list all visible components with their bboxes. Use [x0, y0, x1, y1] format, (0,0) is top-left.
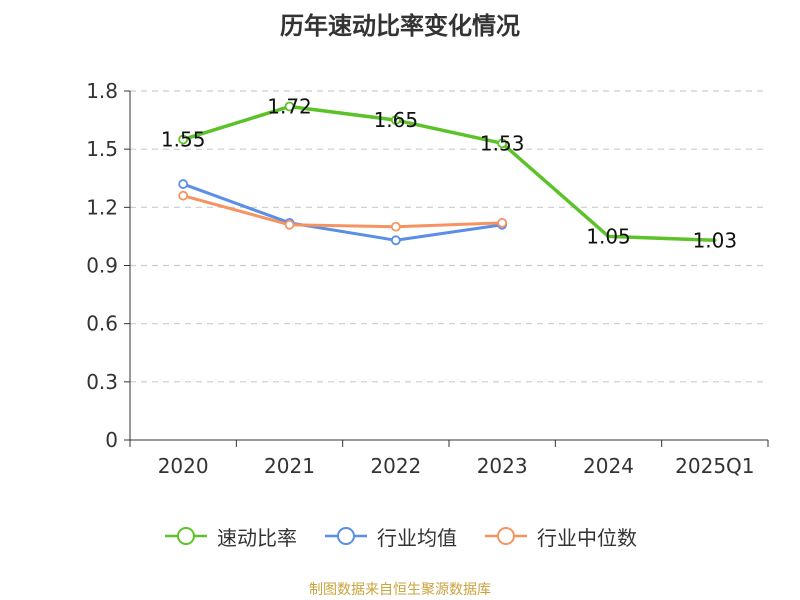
- series-lines: [178, 101, 717, 246]
- source-note: 制图数据来自恒生聚源数据库: [309, 582, 491, 598]
- legend-swatch-marker: [497, 527, 515, 545]
- data-label: 1.65: [374, 108, 419, 132]
- legend-item-0[interactable]: 速动比率: [163, 522, 297, 551]
- x-tick-label: 2024: [583, 454, 634, 478]
- data-point: [390, 235, 401, 246]
- y-tick-label: 0.3: [86, 370, 118, 394]
- data-label: 1.72: [267, 95, 312, 119]
- y-tick-label: 0.9: [86, 254, 118, 278]
- data-label: 1.53: [480, 131, 525, 155]
- legend-swatch-marker: [177, 527, 195, 545]
- x-tick-label: 2022: [370, 454, 421, 478]
- data-point: [497, 217, 508, 228]
- legend-swatch-icon: [325, 527, 367, 545]
- series-line-0: [181, 104, 717, 243]
- chart-title: 历年速动比率变化情况: [280, 12, 520, 40]
- legend-label: 行业均值: [377, 525, 457, 550]
- x-tick-label: 2025Q1: [675, 454, 754, 478]
- y-tick-label: 0.6: [86, 312, 118, 336]
- y-tick-label: 1.2: [86, 195, 118, 219]
- axes: 0 0.3 0.6 0.9 1.2 1.5 1.8 2020 2021 2022 2023 2024 2…: [86, 79, 769, 478]
- legend-swatch-icon: [165, 527, 207, 545]
- grid-lines: [130, 90, 768, 383]
- data-label: 1.05: [586, 224, 631, 248]
- data-label: 1.55: [161, 127, 206, 151]
- data-point: [284, 219, 295, 230]
- series-line-1: [181, 182, 504, 242]
- x-tick-label: 2023: [477, 454, 528, 478]
- legend-item-2[interactable]: 行业中位数: [483, 522, 637, 551]
- series-line-2: [181, 194, 504, 229]
- y-tick-label: 1.8: [86, 79, 118, 103]
- legend-swatch-marker: [337, 527, 355, 545]
- data-label: 1.03: [693, 228, 738, 252]
- legend-item-1[interactable]: 行业均值: [323, 522, 457, 551]
- legend-label: 行业中位数: [537, 525, 637, 550]
- data-point: [178, 179, 189, 189]
- data-point: [390, 115, 401, 125]
- y-tick-label: 0: [105, 428, 118, 452]
- x-tick-label: 2021: [264, 454, 315, 478]
- data-point: [390, 221, 401, 232]
- y-tick-label: 1.5: [86, 137, 118, 161]
- data-point: [178, 190, 189, 201]
- data-point: [497, 138, 508, 149]
- legend: 速动比率 行业均值 行业中位数: [0, 518, 800, 554]
- data-point: [284, 101, 295, 112]
- data-point: [178, 134, 189, 145]
- x-tick-label: 2020: [158, 454, 209, 478]
- data-labels: 1.55 1.72 1.65 1.53 1.05 1.03: [161, 95, 737, 253]
- legend-label: 速动比率: [217, 525, 297, 550]
- legend-swatch-icon: [485, 527, 527, 545]
